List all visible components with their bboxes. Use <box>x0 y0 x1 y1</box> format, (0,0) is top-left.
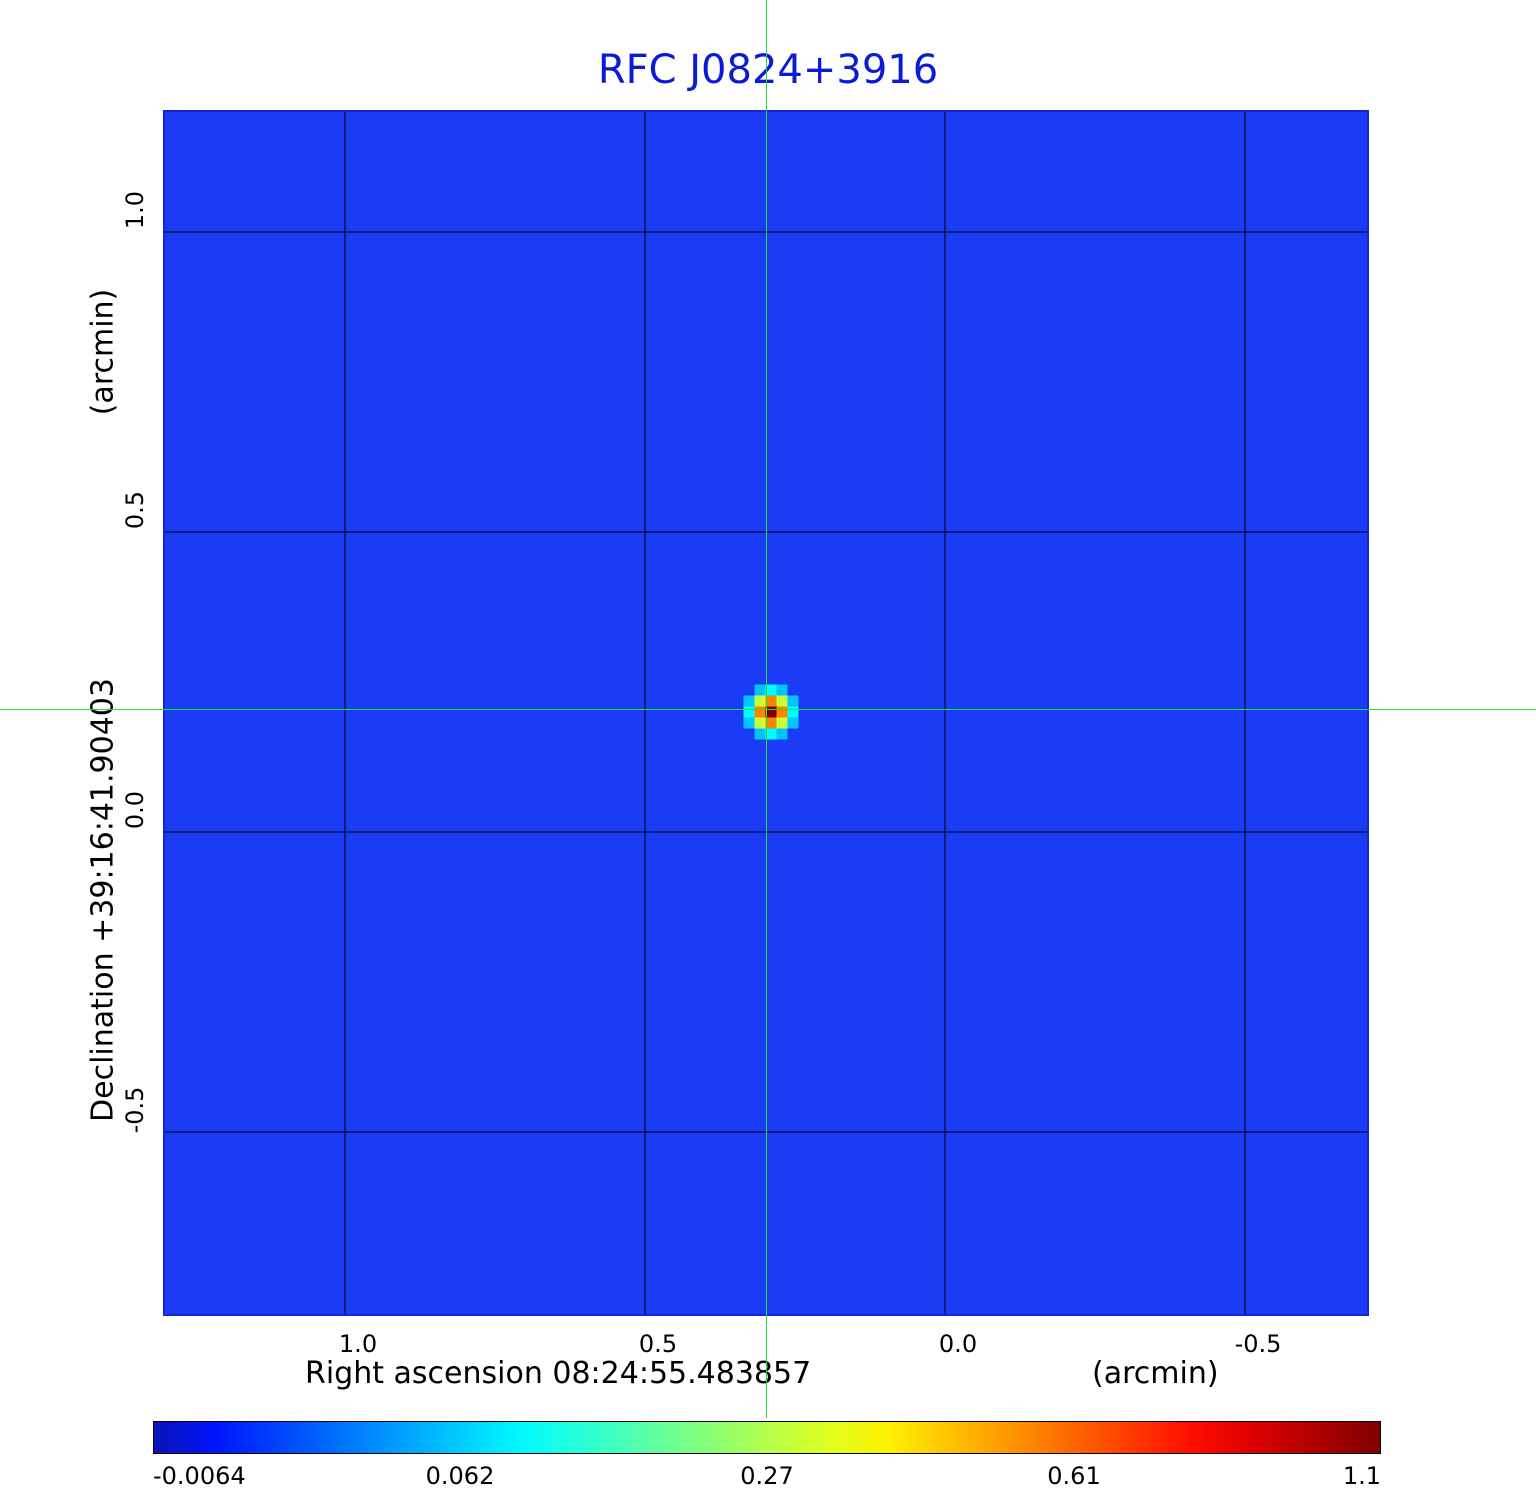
colorbar-tick-label: -0.0064 <box>153 1462 246 1490</box>
x-axis-unit: (arcmin) <box>1092 1356 1219 1391</box>
source-pixel <box>754 728 766 740</box>
colorbar-tick-label: 0.062 <box>425 1462 495 1490</box>
sky-image <box>165 112 1367 1314</box>
source-pixel <box>754 695 766 707</box>
y-axis-unit: (arcmin) <box>85 288 121 416</box>
crosshair-horizontal <box>0 709 1536 710</box>
x-tick-label: -0.5 <box>1234 1330 1282 1358</box>
source-pixel <box>787 706 799 718</box>
x-tick-label: 1.0 <box>338 1330 378 1358</box>
source-pixel <box>765 728 777 740</box>
y-tick-label: -0.5 <box>121 1086 149 1134</box>
y-tick-label: 0.0 <box>121 790 149 830</box>
y-tick-label: 1.0 <box>121 190 149 230</box>
source-pixel <box>776 728 788 740</box>
source-pixel <box>776 684 788 696</box>
source-pixel <box>743 695 755 707</box>
source-pixel <box>765 706 777 718</box>
source-pixel <box>743 706 755 718</box>
source-pixel <box>743 717 755 729</box>
source-pixel <box>776 717 788 729</box>
colorbar <box>153 1421 1381 1454</box>
chart-title: RFC J0824+3916 <box>597 47 939 93</box>
y-tick-label: 0.5 <box>121 490 149 530</box>
colorbar-tick-label: 0.61 <box>1047 1462 1101 1490</box>
x-axis-label: Right ascension 08:24:55.483857 <box>305 1356 812 1391</box>
colorbar-tick-label: 0.27 <box>740 1462 794 1490</box>
source-pixel <box>787 717 799 729</box>
source-pixel <box>776 706 788 718</box>
source-pixel <box>765 684 777 696</box>
source-pixel <box>754 717 766 729</box>
source-pixel <box>765 717 777 729</box>
source-pixel <box>754 706 766 718</box>
source-pixel <box>787 695 799 707</box>
colorbar-tick-label: 1.1 <box>1342 1462 1381 1490</box>
source-pixel <box>765 695 777 707</box>
source-pixel <box>776 695 788 707</box>
x-tick-label: 0.0 <box>938 1330 978 1358</box>
x-tick-label: 0.5 <box>638 1330 678 1358</box>
y-axis-label: Declination +39:16:41.90403 <box>85 678 121 1122</box>
source-pixel <box>754 684 766 696</box>
